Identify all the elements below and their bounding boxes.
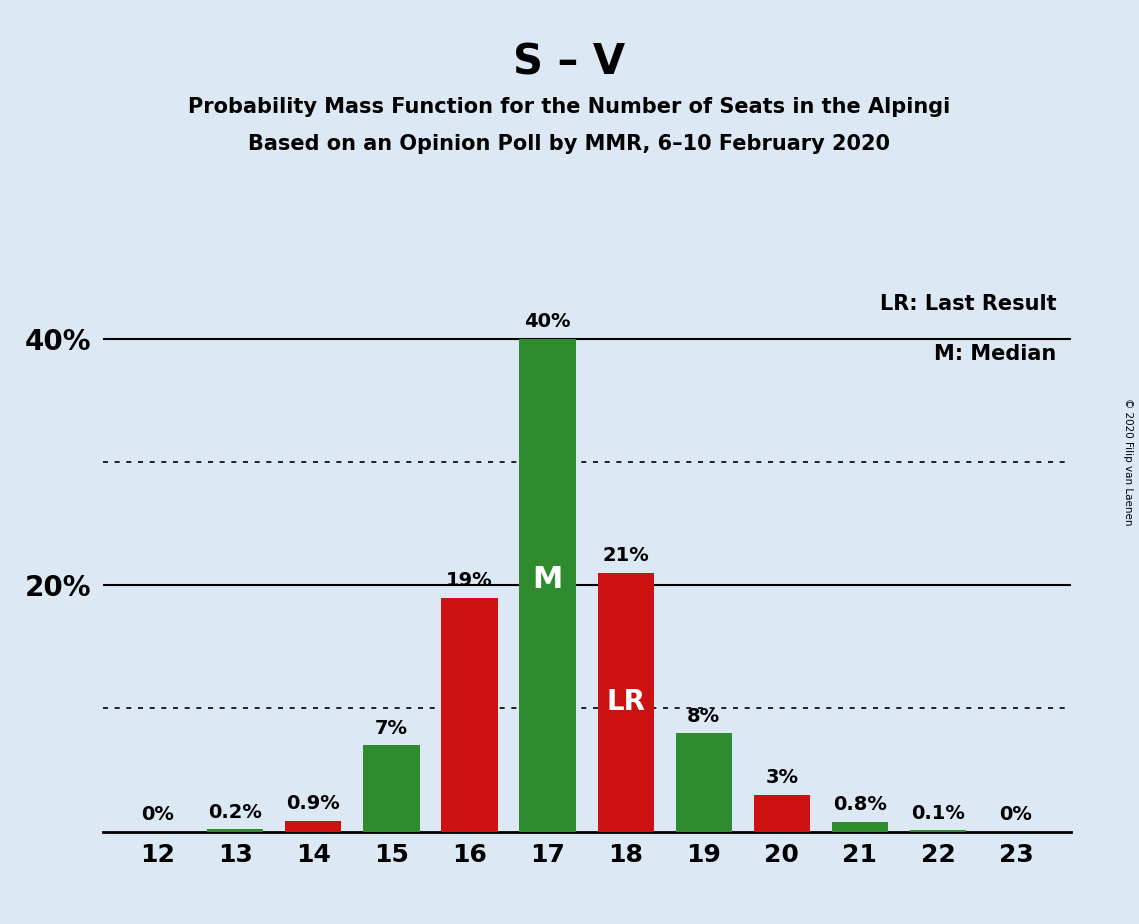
Bar <box>831 821 888 832</box>
Text: 21%: 21% <box>603 546 649 565</box>
Text: 7%: 7% <box>375 719 408 738</box>
Bar <box>754 795 810 832</box>
Text: 0.8%: 0.8% <box>833 796 887 814</box>
Bar <box>675 733 731 832</box>
Text: LR: LR <box>606 688 645 716</box>
Text: 40%: 40% <box>524 312 571 332</box>
Bar <box>285 821 342 832</box>
Bar <box>363 746 419 832</box>
Text: Based on an Opinion Poll by MMR, 6–10 February 2020: Based on an Opinion Poll by MMR, 6–10 Fe… <box>248 134 891 154</box>
Bar <box>207 829 263 832</box>
Text: 0.1%: 0.1% <box>911 804 965 823</box>
Text: 19%: 19% <box>446 571 493 590</box>
Text: 0%: 0% <box>1000 805 1032 824</box>
Bar <box>441 598 498 832</box>
Text: Probability Mass Function for the Number of Seats in the Alpingi: Probability Mass Function for the Number… <box>188 97 951 117</box>
Text: 0.9%: 0.9% <box>286 794 341 813</box>
Bar <box>519 339 575 832</box>
Text: M: Median: M: Median <box>934 344 1056 364</box>
Text: LR: Last Result: LR: Last Result <box>879 294 1056 314</box>
Text: S – V: S – V <box>514 42 625 83</box>
Text: M: M <box>532 565 563 593</box>
Text: 0%: 0% <box>141 805 173 824</box>
Text: © 2020 Filip van Laenen: © 2020 Filip van Laenen <box>1123 398 1133 526</box>
Bar <box>910 831 966 832</box>
Text: 8%: 8% <box>687 707 720 725</box>
Text: 3%: 3% <box>765 768 798 787</box>
Text: 0.2%: 0.2% <box>208 803 262 821</box>
Bar <box>598 573 654 832</box>
